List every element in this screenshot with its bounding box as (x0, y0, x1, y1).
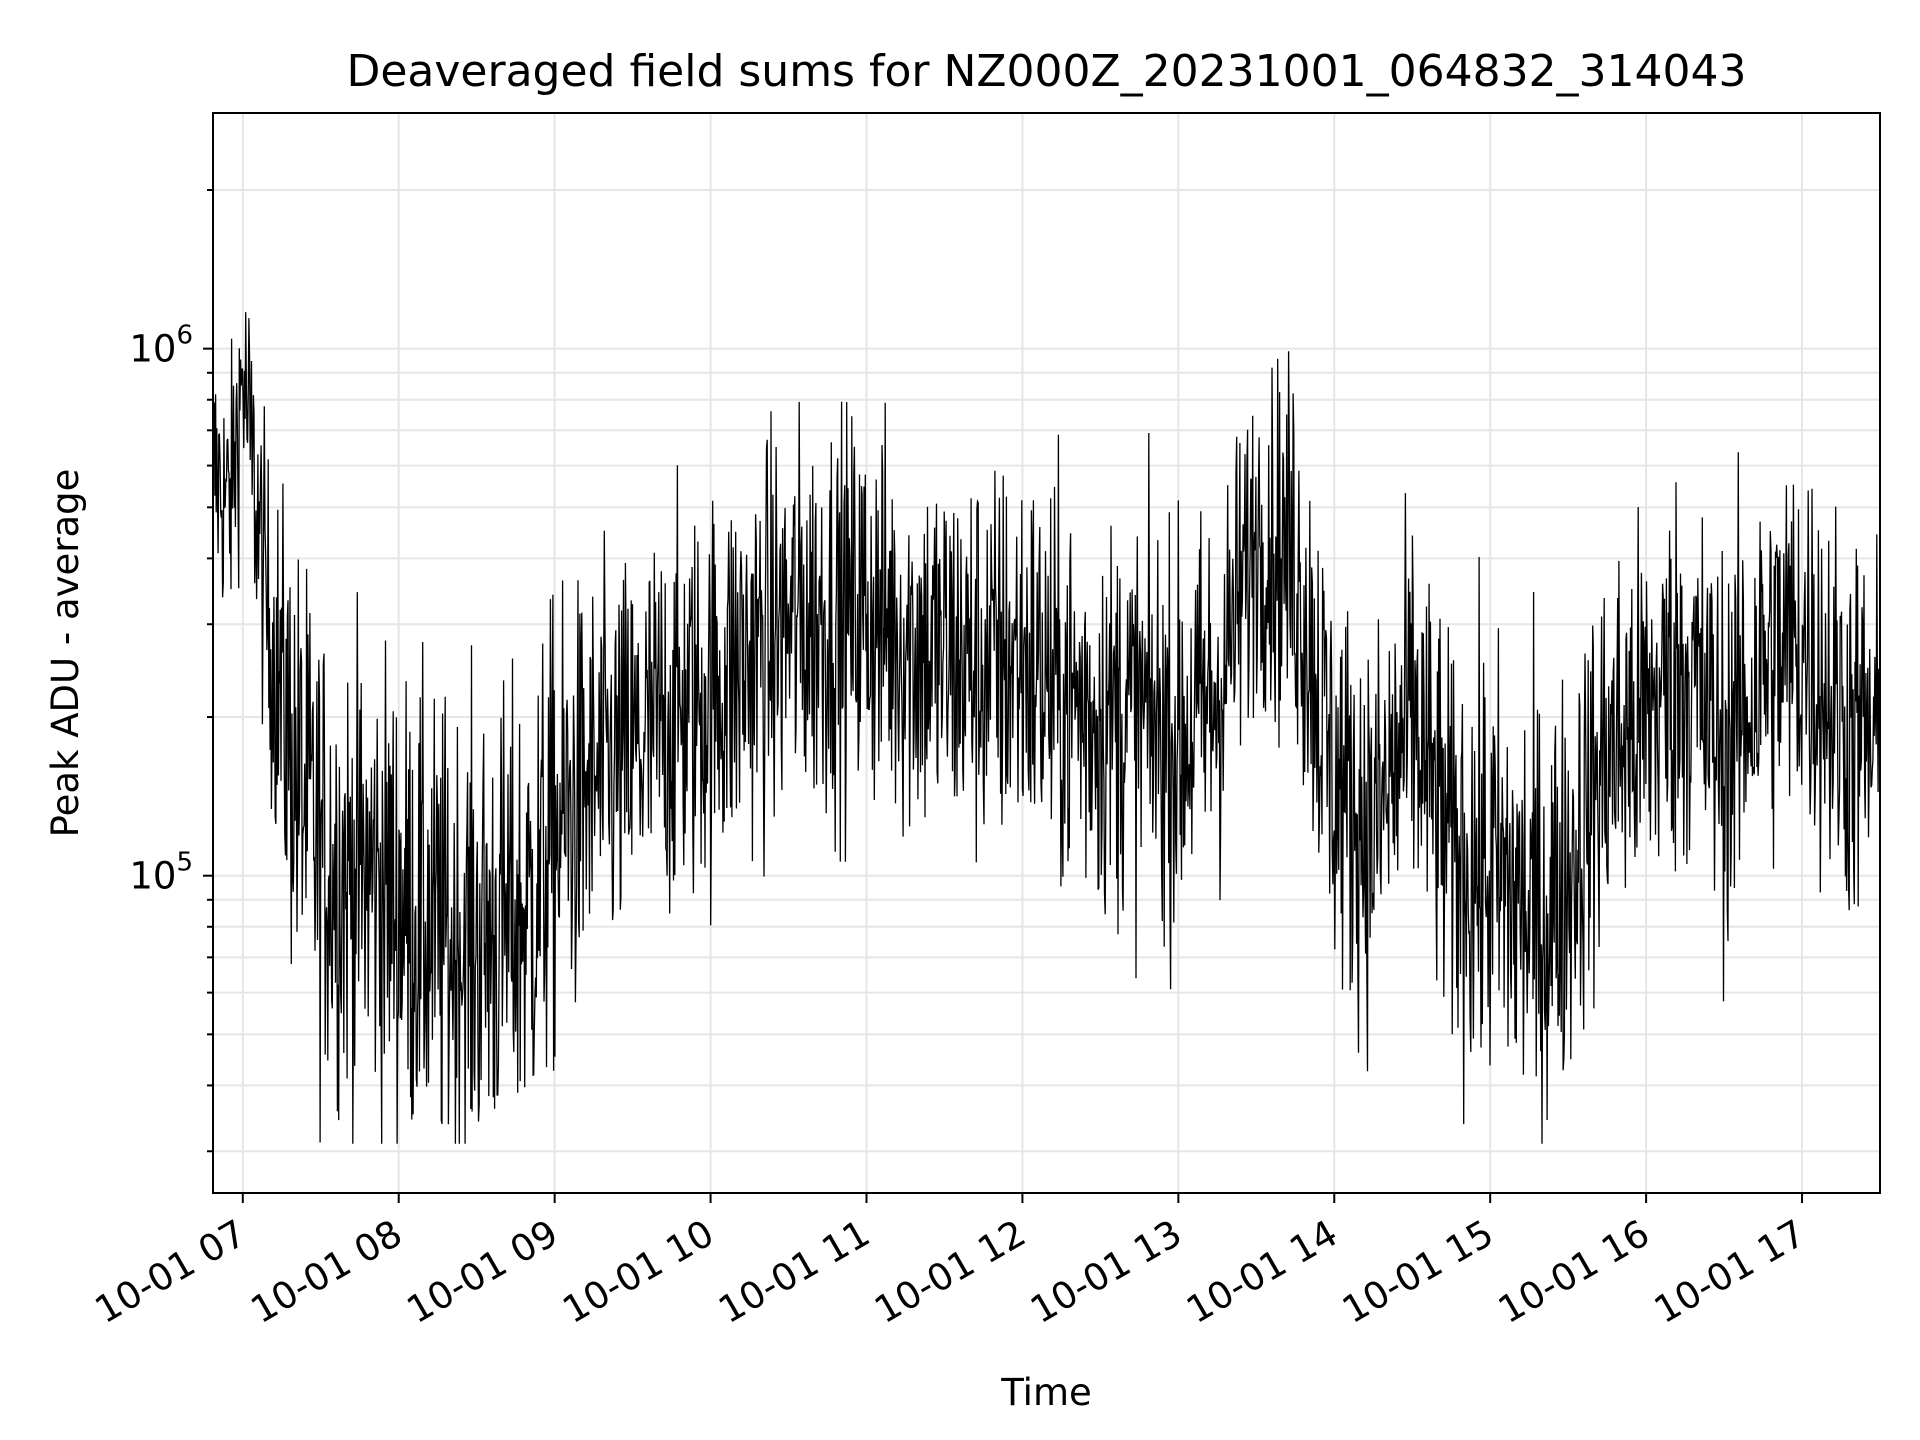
y-tick-exponent: 5 (176, 848, 193, 878)
x-tick-label: 10-01 13 (1023, 1212, 1189, 1332)
chart-title: Deaveraged field sums for NZ000Z_2023100… (346, 46, 1746, 97)
y-tick-base: 10 (129, 328, 176, 371)
x-tick-label: 10-01 08 (244, 1212, 410, 1332)
x-tick-label: 10-01 17 (1647, 1212, 1813, 1332)
series-path (212, 312, 1881, 1144)
x-axis-label: Time (1000, 1371, 1092, 1414)
x-tick-label: 10-01 07 (88, 1212, 254, 1332)
x-tick-label: 10-01 11 (711, 1212, 877, 1332)
y-tick-label: 106 (129, 321, 193, 371)
y-tick-exponent: 6 (176, 321, 193, 351)
x-tick-label: 10-01 15 (1335, 1212, 1501, 1332)
x-tick-label: 10-01 09 (400, 1212, 566, 1332)
series-line (212, 312, 1881, 1144)
x-tick-label: 10-01 12 (867, 1212, 1033, 1332)
y-tick-label: 105 (129, 848, 193, 898)
y-tick-base: 10 (129, 855, 176, 898)
x-tick-label: 10-01 16 (1491, 1212, 1657, 1332)
plot-frame (212, 112, 1881, 1194)
x-tick-label: 10-01 14 (1179, 1212, 1345, 1332)
x-tick-label: 10-01 10 (555, 1212, 721, 1332)
y-axis-label: Peak ADU - average (44, 469, 87, 838)
